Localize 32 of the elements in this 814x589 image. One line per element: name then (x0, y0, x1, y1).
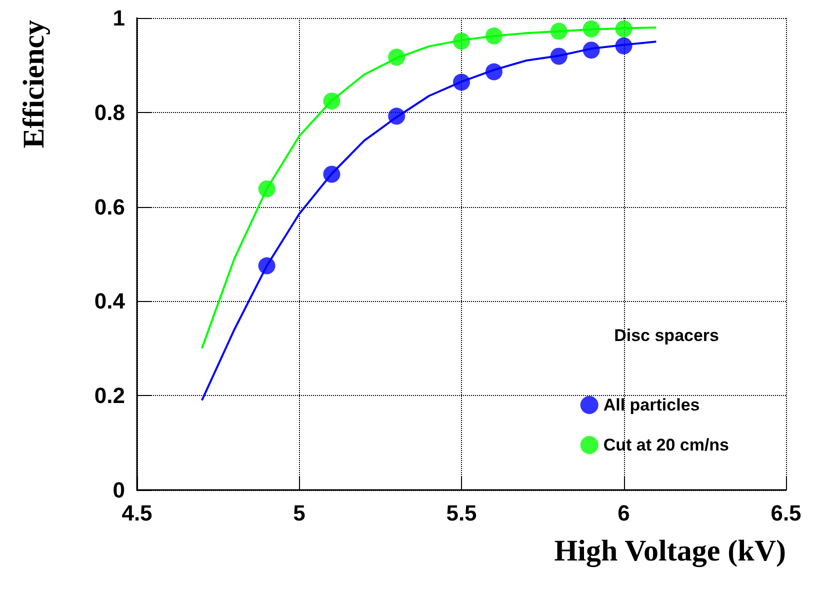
point (485, 27, 502, 44)
y-tick-label: 0.4 (94, 288, 126, 314)
point (615, 20, 632, 38)
x-tick-label: 5.5 (446, 500, 477, 526)
point (615, 37, 632, 54)
y-tick-label: 0.6 (94, 194, 125, 220)
x-tick-label: 6 (618, 500, 630, 526)
legend-title: Disc spacers (614, 326, 719, 345)
point (550, 48, 568, 65)
point (258, 257, 276, 274)
legend-label: Cut at 20 cm/ns (603, 436, 730, 454)
legend-label: All particles (603, 396, 700, 414)
point (550, 22, 568, 40)
point (582, 42, 600, 59)
y-tick-label: 1 (112, 6, 125, 30)
x-axis-title: High Voltage (kV) (554, 534, 786, 568)
y-tick-label: 0 (112, 478, 125, 502)
x-tick-label: 6.5 (770, 500, 802, 526)
point (582, 20, 600, 38)
point (323, 166, 340, 183)
point (258, 180, 276, 198)
y-tick-label: 0.8 (94, 100, 125, 125)
point (388, 48, 406, 66)
y-axis-title: Efficiency (18, 20, 50, 148)
point (485, 63, 502, 80)
point (388, 108, 406, 125)
point (453, 74, 470, 91)
point (453, 32, 470, 50)
x-tick-label: 5 (293, 500, 306, 526)
point (323, 92, 340, 110)
y-tick-label: 0.2 (94, 383, 125, 408)
x-tick-label: 4.5 (122, 500, 152, 526)
